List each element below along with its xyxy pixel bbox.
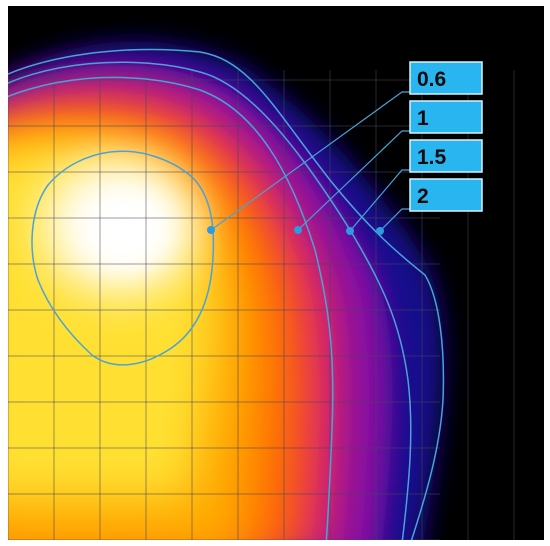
contour-label-text: 2 xyxy=(417,185,429,208)
contour-label-0-6: 0.6 xyxy=(207,61,483,234)
contour-label-box xyxy=(409,100,483,134)
contour-marker-dot xyxy=(376,227,384,235)
contour-label-1: 1 xyxy=(294,100,483,234)
contour-1 xyxy=(8,76,334,540)
contour-2 xyxy=(8,48,445,540)
contour-label-1-5: 1.5 xyxy=(346,139,483,235)
contour-label-text: 0.6 xyxy=(417,68,446,91)
contour-label-text: 1.5 xyxy=(417,146,447,169)
leader-line xyxy=(349,169,410,232)
contour-1-5 xyxy=(8,61,412,540)
contour-label-box xyxy=(409,178,483,212)
contour-label-2: 2 xyxy=(376,178,483,235)
heatmap-intensity xyxy=(8,41,444,540)
contour-labels: 0.6 1 1.5 2 xyxy=(207,61,483,235)
leader-line xyxy=(297,130,410,231)
leader-line xyxy=(379,208,410,232)
heat-band-8 xyxy=(80,190,170,270)
plot-area xyxy=(8,6,544,540)
contour-marker-dot xyxy=(294,226,302,234)
contour-label-box xyxy=(409,61,483,95)
contour-label-box xyxy=(409,139,483,173)
leader-line xyxy=(210,91,410,231)
contour-0-6 xyxy=(31,150,215,366)
contour-marker-dot xyxy=(207,226,215,234)
contour-label-text: 1 xyxy=(417,107,429,130)
contour-marker-dot xyxy=(346,227,354,235)
contour-lines xyxy=(8,48,445,540)
